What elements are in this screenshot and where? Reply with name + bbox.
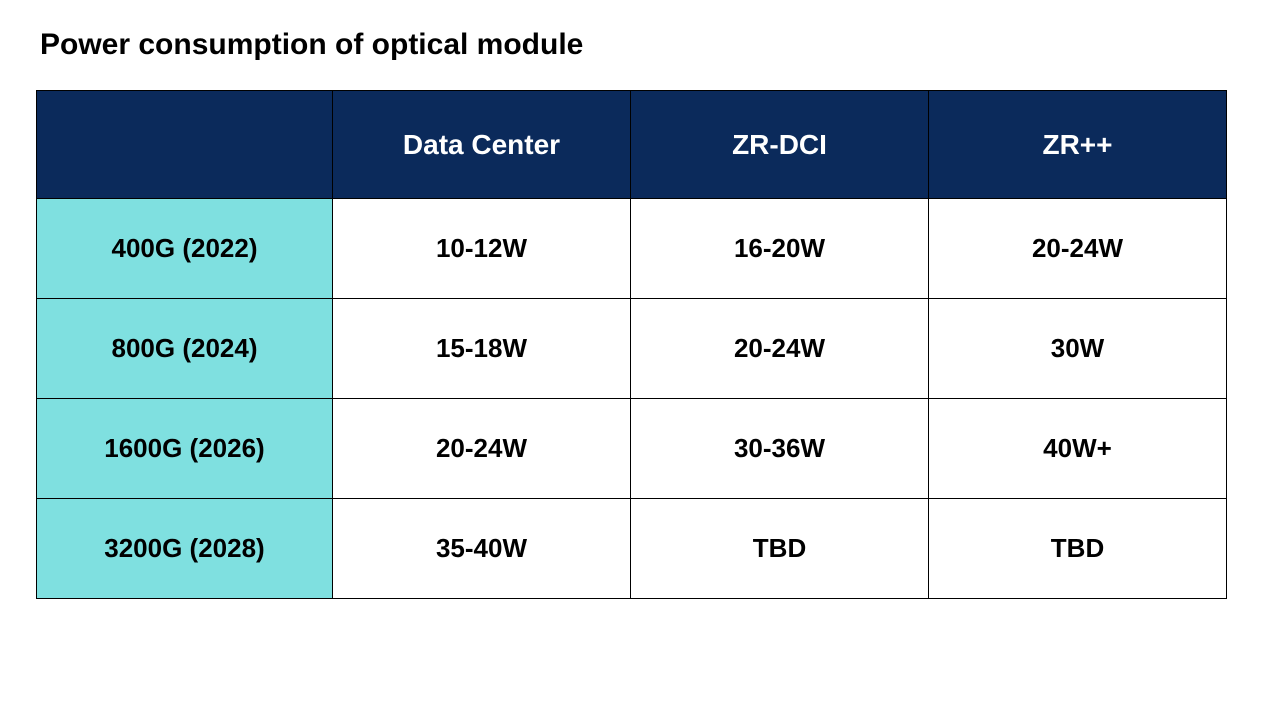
page-title: Power consumption of optical module: [40, 28, 1231, 62]
table-header-row: Data Center ZR-DCI ZR++: [37, 91, 1227, 199]
table-row: 1600G (2026) 20-24W 30-36W 40W+: [37, 399, 1227, 499]
cell: 30W: [929, 299, 1227, 399]
cell: 40W+: [929, 399, 1227, 499]
cell: 16-20W: [631, 199, 929, 299]
page: Power consumption of optical module Data…: [0, 0, 1267, 635]
row-label: 800G (2024): [37, 299, 333, 399]
power-consumption-table: Data Center ZR-DCI ZR++ 400G (2022) 10-1…: [36, 90, 1227, 599]
cell: 35-40W: [333, 499, 631, 599]
table-row: 3200G (2028) 35-40W TBD TBD: [37, 499, 1227, 599]
row-label: 1600G (2026): [37, 399, 333, 499]
row-label: 400G (2022): [37, 199, 333, 299]
table-header-empty: [37, 91, 333, 199]
table-header-zr-dci: ZR-DCI: [631, 91, 929, 199]
cell: TBD: [631, 499, 929, 599]
table-header-data-center: Data Center: [333, 91, 631, 199]
cell: 30-36W: [631, 399, 929, 499]
cell: 20-24W: [929, 199, 1227, 299]
cell: 10-12W: [333, 199, 631, 299]
table-row: 800G (2024) 15-18W 20-24W 30W: [37, 299, 1227, 399]
cell: 20-24W: [333, 399, 631, 499]
table-row: 400G (2022) 10-12W 16-20W 20-24W: [37, 199, 1227, 299]
cell: TBD: [929, 499, 1227, 599]
row-label: 3200G (2028): [37, 499, 333, 599]
table-header-zr-pp: ZR++: [929, 91, 1227, 199]
cell: 15-18W: [333, 299, 631, 399]
cell: 20-24W: [631, 299, 929, 399]
